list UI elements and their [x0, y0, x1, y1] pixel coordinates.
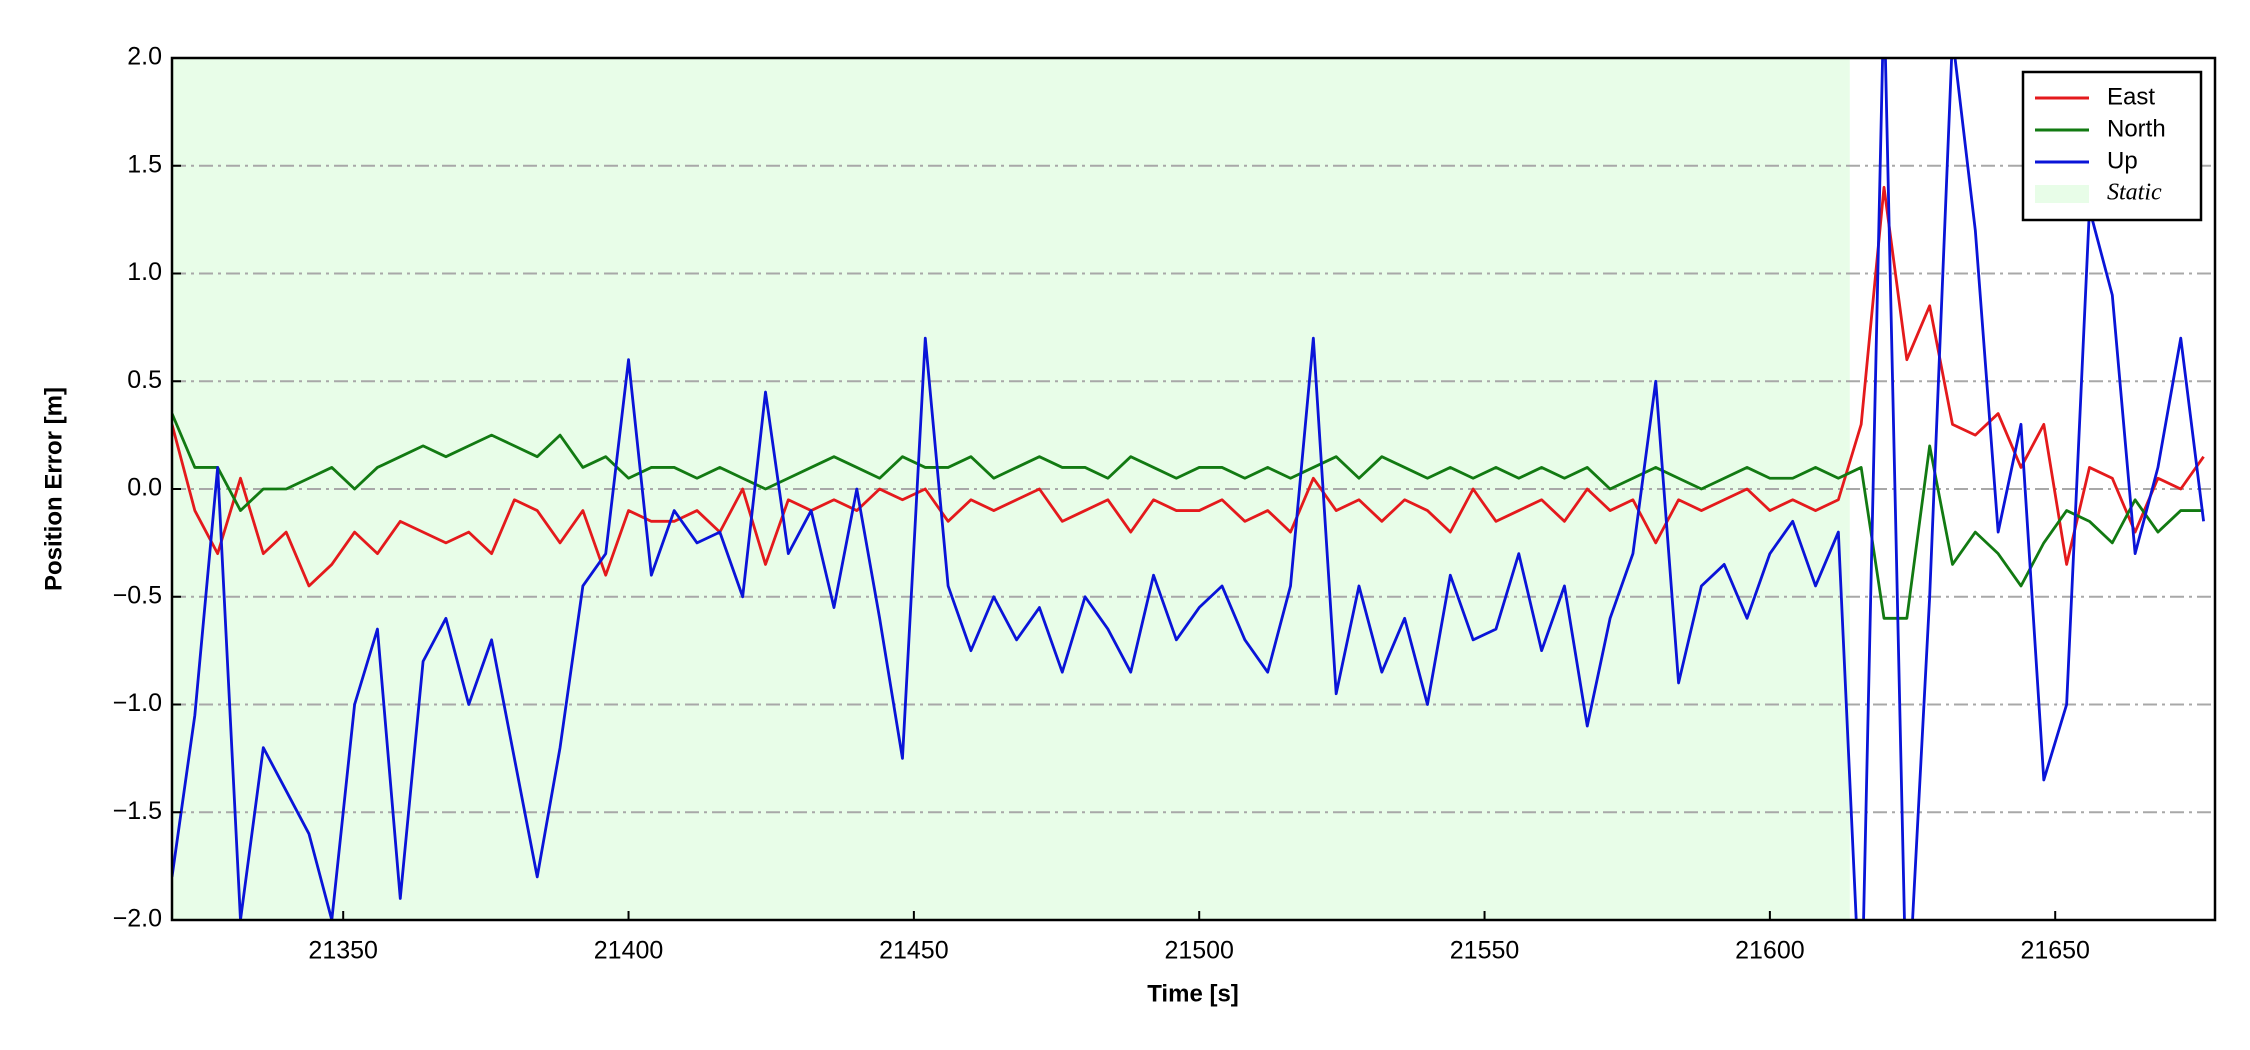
- data-line: [172, 58, 2205, 920]
- legend-label: Static: [2107, 180, 2162, 206]
- overlay: −2.0 −1.5 −1.0 −0.5 0.0 0.5 1.0 1.5 2.0 21350 2140…: [113, 43, 2217, 965]
- data-line: [172, 413, 2204, 620]
- y-tick-label: −1.5: [113, 797, 162, 825]
- y-tick-label: 1.5: [127, 150, 162, 178]
- y-axis-label: Position Error [m]: [40, 387, 67, 591]
- y-tick-label: 0.0: [127, 474, 162, 502]
- y-tick-label: 2.0: [127, 43, 162, 71]
- legend-swatch: [2035, 185, 2089, 203]
- x-tick-label: 21450: [879, 937, 949, 965]
- plot-frame: [170, 56, 2217, 922]
- y-tick-label: 1.0: [127, 258, 162, 286]
- y-tick-label: 0.5: [127, 366, 162, 394]
- x-tick-label: 21500: [1164, 937, 1234, 965]
- y-tick-label: −2.0: [113, 905, 162, 933]
- legend-label: Up: [2107, 147, 2138, 174]
- y-tick-label: −0.5: [113, 581, 162, 609]
- legend-label: East: [2107, 83, 2155, 110]
- x-tick-label: 21350: [308, 937, 378, 965]
- x-tick-label: 21650: [2020, 937, 2090, 965]
- plot-area: [172, 58, 2215, 920]
- x-tick-label: 21400: [594, 937, 664, 965]
- x-tick-label: 21600: [1735, 937, 1805, 965]
- legend-label: North: [2107, 115, 2166, 142]
- x-tick-label: 21550: [1450, 937, 1520, 965]
- x-axis-label: Time [s]: [1147, 980, 1239, 1007]
- y-tick-label: −1.0: [113, 689, 162, 717]
- data-line: [172, 185, 2205, 588]
